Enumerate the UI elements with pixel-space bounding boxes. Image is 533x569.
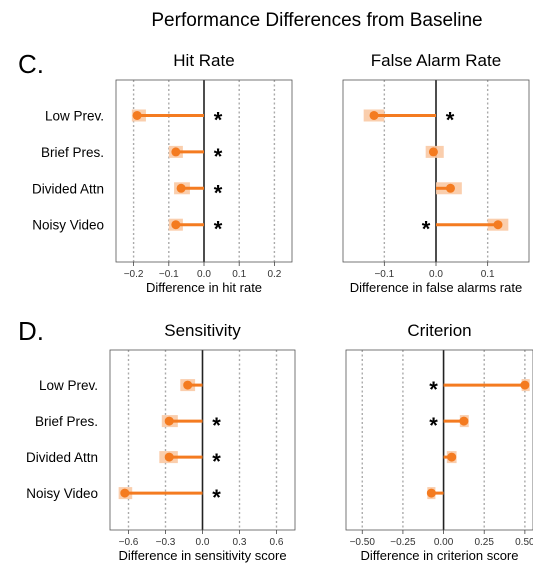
x-tick-label: 0.25 xyxy=(474,537,494,548)
y-category-label: Low Prev. xyxy=(39,378,98,393)
y-category-label: Noisy Video xyxy=(26,486,98,501)
y-category-label: Divided Attn xyxy=(32,181,104,196)
x-axis-label: Difference in sensitivity score xyxy=(118,548,286,563)
significance-star: * xyxy=(446,107,455,132)
x-tick-label: −0.1 xyxy=(159,269,179,280)
panel-title: Hit Rate xyxy=(173,51,234,70)
x-tick-label: 0.1 xyxy=(481,269,495,280)
data-point xyxy=(164,452,174,462)
x-tick-label: 0.3 xyxy=(233,537,247,548)
x-tick-label: 0.6 xyxy=(270,537,284,548)
row-label-c: C. xyxy=(18,49,44,79)
significance-star: * xyxy=(429,377,438,402)
data-point xyxy=(171,220,181,230)
row-label-d: D. xyxy=(18,316,44,346)
panel-title: Criterion xyxy=(407,321,471,340)
x-tick-label: −0.2 xyxy=(124,269,144,280)
data-point xyxy=(183,380,193,390)
x-axis-label: Difference in hit rate xyxy=(146,280,262,295)
data-point xyxy=(459,416,469,426)
panel-title: False Alarm Rate xyxy=(371,51,501,70)
criterion-panel: Criterion −0.50 −0.25 0.00 0.25 0.50Differenc… xyxy=(345,321,533,563)
significance-star: * xyxy=(214,217,223,242)
significance-star: * xyxy=(214,107,223,132)
x-tick-label: 0.0 xyxy=(197,269,211,280)
y-category-label: Noisy Video xyxy=(32,218,104,233)
x-tick-label: 0.1 xyxy=(232,269,246,280)
plot-frame xyxy=(345,349,533,531)
x-tick-label: −0.50 xyxy=(350,537,376,548)
significance-star: * xyxy=(422,217,431,242)
significance-star: * xyxy=(212,413,221,438)
significance-star: * xyxy=(214,144,223,169)
panel-title: Sensitivity xyxy=(164,321,241,340)
data-point xyxy=(447,452,457,462)
x-axis-label: Difference in criterion score xyxy=(361,548,519,563)
x-tick-label: 0.2 xyxy=(267,269,281,280)
y-category-label: Divided Attn xyxy=(26,450,98,465)
significance-star: * xyxy=(429,413,438,438)
x-tick-label: 0.50 xyxy=(515,537,533,548)
x-tick-label: −0.1 xyxy=(374,269,394,280)
x-tick-label: 0.0 xyxy=(429,269,443,280)
significance-star: * xyxy=(212,485,221,510)
data-point xyxy=(164,416,174,426)
data-point xyxy=(171,147,181,157)
hit-rate-panel: Hit Rate −0.2 −0.1 0.0 0.1 0.2 Difference in h… xyxy=(32,51,293,295)
figure-title: Performance Differences from Baseline xyxy=(151,10,482,31)
y-category-label: Brief Pres. xyxy=(41,145,104,160)
x-tick-label: −0.6 xyxy=(119,537,139,548)
data-point xyxy=(120,488,130,498)
significance-star: * xyxy=(214,180,223,205)
significance-star: * xyxy=(212,449,221,474)
x-tick-label: 0.0 xyxy=(196,537,210,548)
data-point xyxy=(520,380,530,390)
y-category-label: Low Prev. xyxy=(45,108,104,123)
x-tick-label: −0.3 xyxy=(156,537,176,548)
data-point xyxy=(176,183,186,193)
data-point xyxy=(428,147,438,157)
y-category-label: Brief Pres. xyxy=(35,414,98,429)
x-axis-label: Difference in false alarms rate xyxy=(350,280,522,295)
data-point xyxy=(493,220,503,230)
data-point xyxy=(426,488,436,498)
x-tick-label: 0.00 xyxy=(434,537,454,548)
x-tick-label: −0.25 xyxy=(390,537,416,548)
data-point xyxy=(132,110,142,120)
data-point xyxy=(369,110,379,120)
data-point xyxy=(445,183,455,193)
